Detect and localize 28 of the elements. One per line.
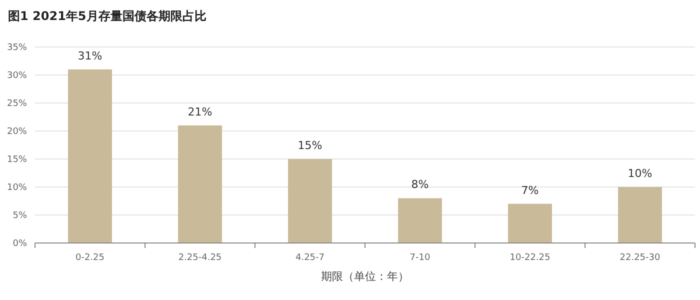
y-tick-label: 15% [6, 155, 28, 166]
x-tick-label: 10-22.25 [510, 253, 550, 263]
x-tick-label: 7-10 [410, 253, 430, 263]
bar [508, 204, 552, 243]
bar [68, 69, 112, 243]
x-tick-label: 2.25-4.25 [178, 253, 222, 263]
bar [178, 125, 222, 243]
bar [398, 198, 442, 243]
y-tick-label: 20% [6, 127, 28, 138]
y-tick-label: 30% [6, 71, 28, 82]
y-tick-label: 10% [6, 183, 28, 194]
data-label: 21% [188, 105, 212, 118]
x-tick-label: 22.25-30 [620, 253, 661, 263]
y-tick-label: 35% [6, 43, 28, 54]
data-label: 10% [628, 167, 652, 180]
x-axis-title: 期限（单位：年） [321, 270, 409, 283]
y-tick-label: 25% [6, 99, 28, 110]
chart-title: 图1 2021年5月存量国债各期限占比 [8, 9, 206, 23]
bar [288, 159, 332, 243]
data-label: 15% [298, 139, 322, 152]
data-label: 7% [521, 184, 539, 197]
x-tick-label: 4.25-7 [295, 253, 325, 263]
x-tick-label: 0-2.25 [75, 253, 105, 263]
data-label: 31% [78, 49, 102, 62]
bar [618, 187, 662, 243]
data-label: 8% [411, 178, 429, 192]
y-tick-label: 5% [12, 211, 28, 222]
y-tick-label: 0% [12, 239, 28, 250]
